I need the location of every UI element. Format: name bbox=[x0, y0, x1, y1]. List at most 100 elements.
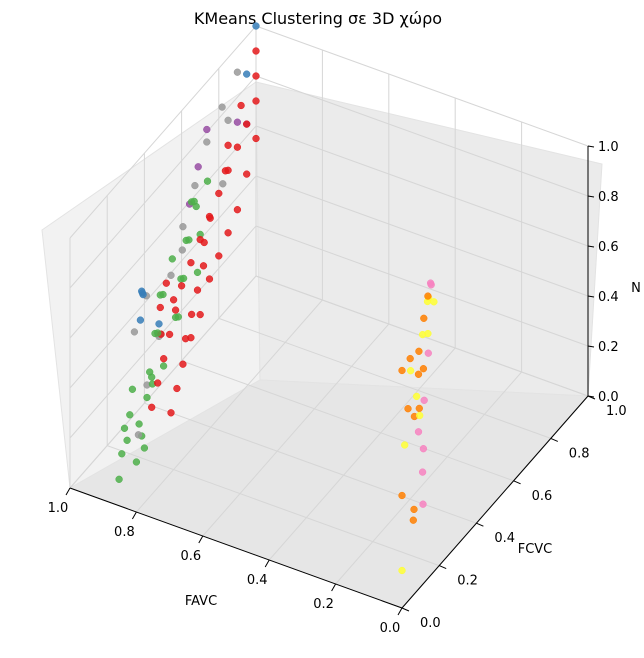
point-red bbox=[252, 72, 260, 80]
point-red bbox=[199, 262, 208, 270]
y-axis-label: FCVC bbox=[518, 542, 553, 557]
point-yellow bbox=[430, 298, 438, 306]
point-yellow bbox=[416, 411, 424, 420]
z-tick-label: 0.8 bbox=[598, 190, 619, 205]
z-tick bbox=[587, 195, 595, 198]
point-red bbox=[165, 330, 174, 339]
point-red bbox=[167, 409, 175, 417]
point-orange bbox=[409, 516, 417, 524]
point-green bbox=[128, 385, 137, 393]
point-orange bbox=[398, 491, 406, 500]
point-green bbox=[132, 458, 141, 466]
y-tick-label: 0.0 bbox=[420, 616, 441, 631]
point-red bbox=[224, 229, 232, 237]
point-purple bbox=[203, 125, 211, 134]
point-blue bbox=[138, 287, 146, 295]
grid-line-back-z bbox=[255, 75, 589, 197]
point-pink bbox=[419, 445, 428, 453]
point-red bbox=[154, 379, 162, 387]
grid-line-back-z bbox=[255, 125, 589, 247]
point-blue bbox=[136, 316, 145, 324]
x-tick-label: 0.2 bbox=[313, 597, 334, 612]
point-yellow bbox=[412, 392, 421, 401]
x-tick bbox=[65, 487, 71, 496]
point-gray bbox=[167, 271, 175, 279]
x-tick-label: 0.4 bbox=[247, 573, 268, 588]
y-tick bbox=[550, 437, 558, 442]
point-red bbox=[224, 141, 232, 149]
point-purple bbox=[233, 118, 242, 126]
y-tick-label: 0.8 bbox=[569, 446, 590, 461]
point-gray bbox=[203, 138, 211, 146]
point-green bbox=[123, 436, 131, 444]
z-tick-label: 1.0 bbox=[598, 140, 619, 155]
x-axis-line bbox=[69, 487, 403, 609]
point-orange bbox=[420, 314, 428, 322]
z-tick-label: 0.0 bbox=[598, 390, 619, 405]
point-red bbox=[252, 134, 260, 143]
point-red bbox=[243, 170, 251, 178]
grid-line-floor-x bbox=[202, 323, 390, 537]
z-tick bbox=[587, 295, 595, 298]
point-yellow bbox=[424, 329, 432, 338]
point-gray bbox=[224, 116, 232, 124]
y-tick-label: 0.2 bbox=[457, 574, 478, 589]
grid-line-floor-y bbox=[181, 360, 514, 482]
point-red bbox=[205, 212, 214, 221]
point-gray bbox=[233, 68, 242, 76]
point-pink bbox=[418, 468, 427, 476]
x-tick bbox=[397, 607, 403, 616]
grid-line-left-z bbox=[69, 25, 257, 239]
point-red bbox=[193, 286, 202, 294]
grid-line-back-z bbox=[255, 25, 589, 147]
x-axis-label: FAVC bbox=[185, 594, 217, 609]
z-tick bbox=[587, 345, 595, 348]
point-orange bbox=[424, 292, 432, 300]
point-red bbox=[252, 47, 260, 55]
z-tick bbox=[587, 145, 595, 148]
point-red bbox=[233, 206, 242, 214]
point-green bbox=[190, 197, 198, 206]
grid-line-floor-y bbox=[218, 317, 551, 439]
y-axis-line bbox=[401, 395, 589, 609]
data-points bbox=[115, 22, 438, 575]
x-tick-label: 0.6 bbox=[180, 549, 201, 564]
point-red bbox=[148, 403, 156, 411]
point-red bbox=[215, 189, 223, 198]
point-green bbox=[126, 411, 134, 419]
point-yellow bbox=[401, 441, 409, 449]
point-blue bbox=[155, 320, 163, 328]
point-red bbox=[187, 310, 196, 319]
grid-line-left-z bbox=[69, 125, 257, 339]
point-orange bbox=[406, 354, 414, 363]
point-red bbox=[205, 275, 214, 283]
point-gray bbox=[218, 103, 226, 111]
point-red bbox=[160, 355, 168, 363]
z-tick-label: 0.6 bbox=[598, 240, 619, 255]
point-yellow bbox=[398, 566, 406, 575]
point-pink bbox=[414, 428, 423, 436]
point-gray bbox=[130, 328, 139, 336]
point-green bbox=[140, 444, 149, 452]
x-tick-label: 0.8 bbox=[114, 525, 135, 540]
point-green bbox=[115, 475, 123, 483]
y-tick bbox=[439, 565, 447, 570]
grid-line-floor-x bbox=[69, 275, 257, 489]
point-red bbox=[162, 279, 170, 287]
y-tick bbox=[401, 607, 410, 612]
point-red bbox=[237, 101, 245, 110]
grid-line-floor-y bbox=[107, 445, 440, 567]
point-green bbox=[154, 329, 162, 337]
point-red bbox=[196, 310, 204, 319]
point-red bbox=[187, 259, 195, 267]
point-red bbox=[179, 360, 187, 368]
point-red bbox=[171, 306, 180, 314]
point-red bbox=[187, 334, 195, 342]
point-orange bbox=[398, 366, 406, 375]
point-blue bbox=[252, 22, 260, 30]
y-tick-label: 1.0 bbox=[606, 404, 627, 419]
point-gray bbox=[191, 181, 199, 190]
y-tick bbox=[513, 480, 521, 485]
